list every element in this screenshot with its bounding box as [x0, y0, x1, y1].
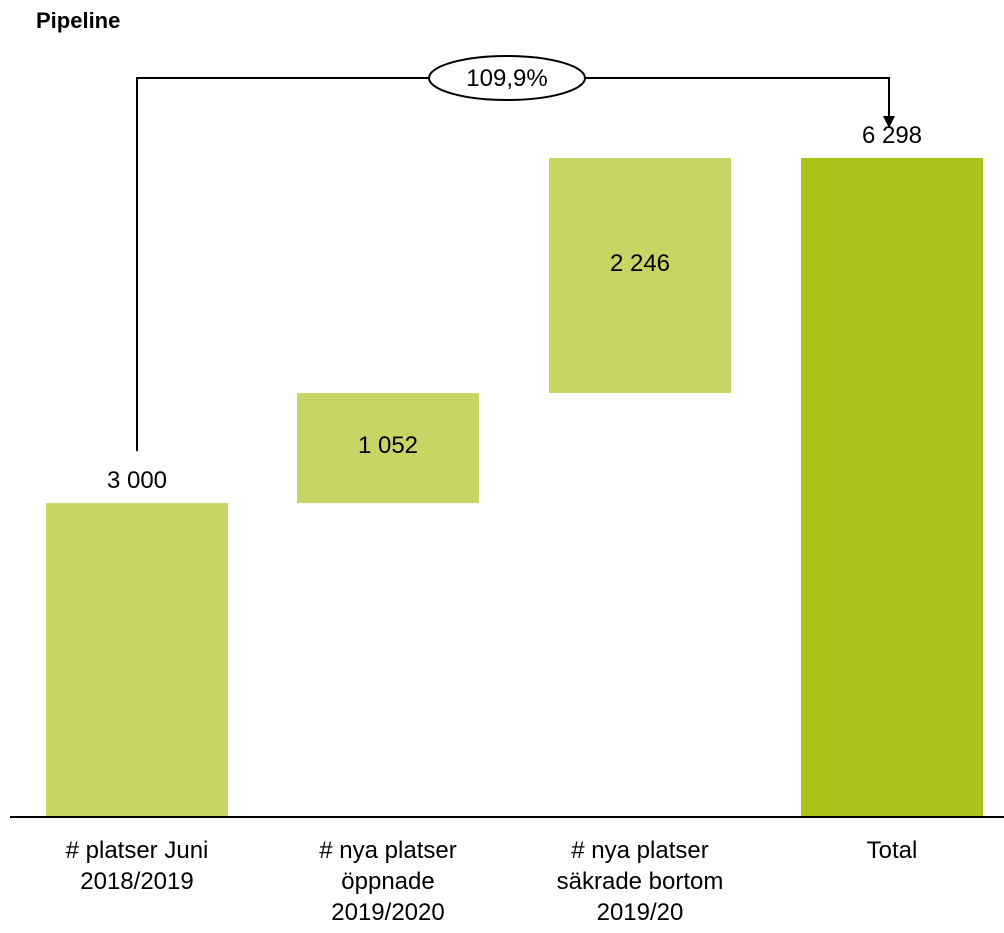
category-label-1: # nya platser öppnade 2019/2020: [319, 837, 456, 926]
growth-connector-line: [136, 77, 890, 452]
growth-annotation: 109,9%: [136, 55, 895, 452]
category-label-line: Total: [867, 837, 918, 864]
growth-bubble: [428, 55, 586, 101]
category-label-3: Total: [867, 837, 918, 864]
chart-title: Pipeline: [36, 8, 121, 33]
value-label-2: 2 246: [610, 250, 670, 277]
bar-increase-1: [297, 393, 479, 504]
bar-base-0: [46, 503, 228, 817]
category-label-line: säkrade bortom: [557, 868, 724, 895]
growth-percent-label: 109,9%: [466, 65, 547, 92]
category-label-line: # platser Juni: [66, 837, 209, 864]
value-label-1: 1 052: [358, 432, 418, 459]
category-label-line: 2019/2020: [331, 899, 444, 926]
category-label-line: # nya platser: [319, 837, 456, 864]
value-label-3: 6 298: [862, 122, 922, 149]
category-label-line: öppnade: [341, 868, 434, 895]
arrow-down-icon: [883, 116, 895, 128]
value-label-0: 3 000: [107, 467, 167, 494]
bar-total-3: [801, 158, 983, 817]
bars-group: [46, 158, 983, 817]
category-label-0: # platser Juni 2018/2019: [66, 837, 209, 895]
category-label-line: 2018/2019: [80, 868, 193, 895]
category-label-2: # nya platser säkrade bortom 2019/20: [557, 837, 724, 926]
bar-increase-2: [549, 158, 731, 394]
category-label-line: 2019/20: [597, 899, 684, 926]
category-label-line: # nya platser: [571, 837, 708, 864]
labels-group: 3 000 # platser Juni 2018/2019 1 052 # nya p…: [66, 122, 922, 926]
